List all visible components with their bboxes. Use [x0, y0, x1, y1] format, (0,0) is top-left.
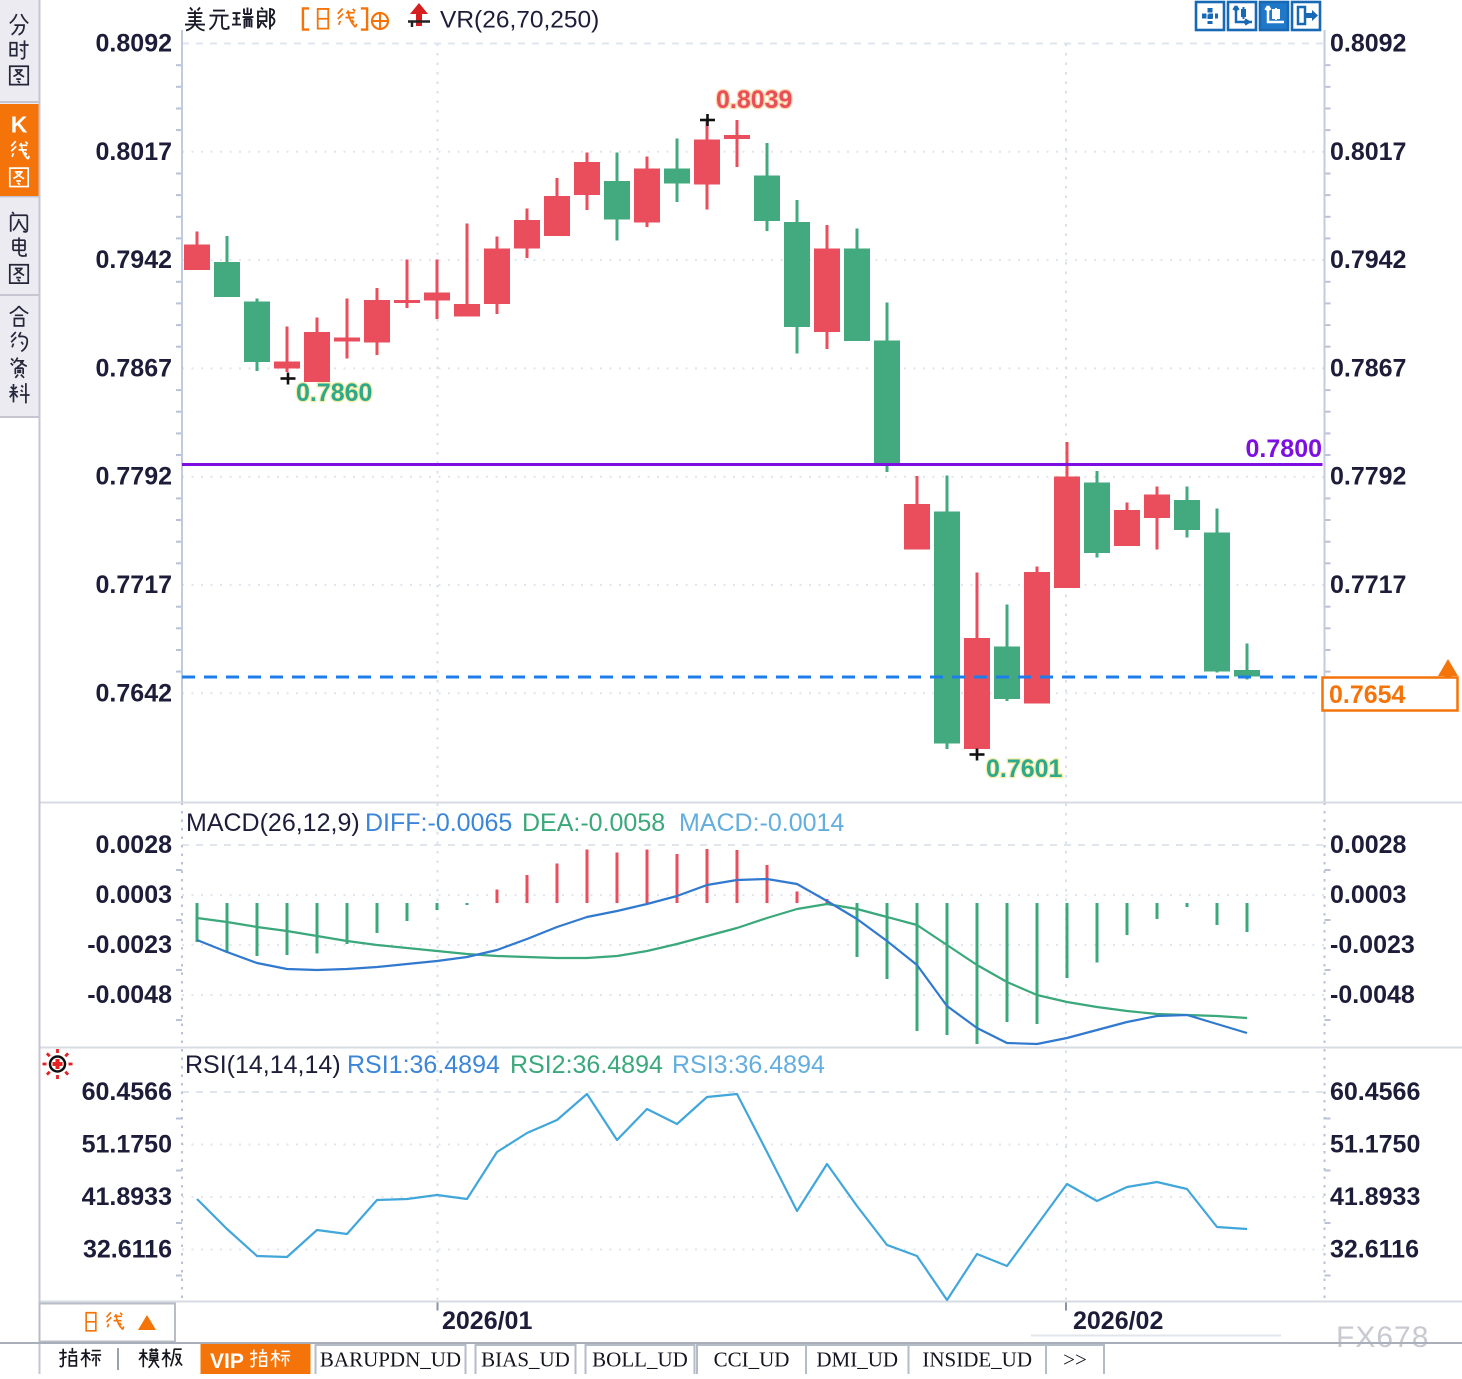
- svg-text:-0.0023: -0.0023: [87, 931, 172, 959]
- svg-text:-0.0048: -0.0048: [87, 981, 172, 1009]
- svg-text:51.1750: 51.1750: [1330, 1131, 1420, 1159]
- svg-text:0.8017: 0.8017: [96, 138, 172, 166]
- svg-text:DIFF:-0.0065: DIFF:-0.0065: [365, 809, 512, 837]
- svg-text:RSI3:36.4894: RSI3:36.4894: [672, 1051, 825, 1079]
- svg-text:0.0003: 0.0003: [96, 881, 172, 909]
- svg-text:-0.0048: -0.0048: [1330, 981, 1415, 1009]
- svg-text:0.7642: 0.7642: [96, 679, 172, 707]
- svg-text:BOLL_UD: BOLL_UD: [592, 1348, 688, 1372]
- svg-text:0.7942: 0.7942: [96, 246, 172, 274]
- svg-text:51.1750: 51.1750: [82, 1131, 172, 1159]
- svg-text:CCI_UD: CCI_UD: [714, 1348, 790, 1372]
- svg-text:DEA:-0.0058: DEA:-0.0058: [522, 809, 665, 837]
- svg-text:0.0028: 0.0028: [96, 831, 173, 859]
- svg-text:32.6116: 32.6116: [83, 1236, 172, 1264]
- svg-text:RSI2:36.4894: RSI2:36.4894: [510, 1051, 663, 1079]
- svg-text:>>: >>: [1063, 1348, 1087, 1372]
- svg-text:0.7860: 0.7860: [296, 379, 372, 407]
- svg-text:0.7942: 0.7942: [1330, 246, 1406, 274]
- svg-text:0.7800: 0.7800: [1246, 435, 1322, 463]
- svg-text:2026/01: 2026/01: [442, 1307, 532, 1335]
- svg-text:VR(26,70,250): VR(26,70,250): [440, 7, 599, 34]
- svg-text:FX678: FX678: [1336, 1321, 1429, 1354]
- svg-text:VIP: VIP: [210, 1350, 244, 1373]
- svg-text:0.7867: 0.7867: [1330, 354, 1406, 382]
- svg-text:60.4566: 60.4566: [1330, 1078, 1420, 1106]
- svg-text:0.8039: 0.8039: [716, 86, 792, 114]
- svg-text:0.7654: 0.7654: [1329, 681, 1406, 709]
- svg-text:0.7601: 0.7601: [986, 755, 1063, 783]
- svg-text:41.8933: 41.8933: [1330, 1183, 1420, 1211]
- svg-text:MACD(26,12,9): MACD(26,12,9): [186, 809, 360, 837]
- svg-text:41.8933: 41.8933: [82, 1183, 172, 1211]
- svg-text:32.6116: 32.6116: [1330, 1236, 1419, 1264]
- svg-text:INSIDE_UD: INSIDE_UD: [922, 1348, 1032, 1372]
- svg-text:RSI1:36.4894: RSI1:36.4894: [347, 1051, 500, 1079]
- svg-text:BARUPDN_UD: BARUPDN_UD: [320, 1348, 461, 1372]
- svg-text:MACD:-0.0014: MACD:-0.0014: [679, 809, 844, 837]
- svg-text:-0.0023: -0.0023: [1330, 931, 1415, 959]
- svg-text:0.7792: 0.7792: [1330, 463, 1406, 491]
- svg-text:0.0028: 0.0028: [1330, 831, 1407, 859]
- svg-text:0.7717: 0.7717: [1330, 571, 1406, 599]
- svg-text:0.7867: 0.7867: [96, 354, 172, 382]
- svg-text:0.8017: 0.8017: [1330, 138, 1406, 166]
- svg-text:0.8092: 0.8092: [1330, 30, 1406, 58]
- svg-text:0.0003: 0.0003: [1330, 881, 1406, 909]
- svg-text:DMI_UD: DMI_UD: [816, 1348, 898, 1372]
- svg-text:K: K: [11, 112, 28, 138]
- svg-text:0.8092: 0.8092: [96, 30, 172, 58]
- svg-text:0.7792: 0.7792: [96, 463, 172, 491]
- svg-text:2026/02: 2026/02: [1073, 1307, 1163, 1335]
- svg-text:BIAS_UD: BIAS_UD: [481, 1348, 570, 1372]
- svg-text:0.7717: 0.7717: [96, 571, 172, 599]
- svg-text:60.4566: 60.4566: [82, 1078, 172, 1106]
- svg-text:RSI(14,14,14): RSI(14,14,14): [185, 1051, 341, 1079]
